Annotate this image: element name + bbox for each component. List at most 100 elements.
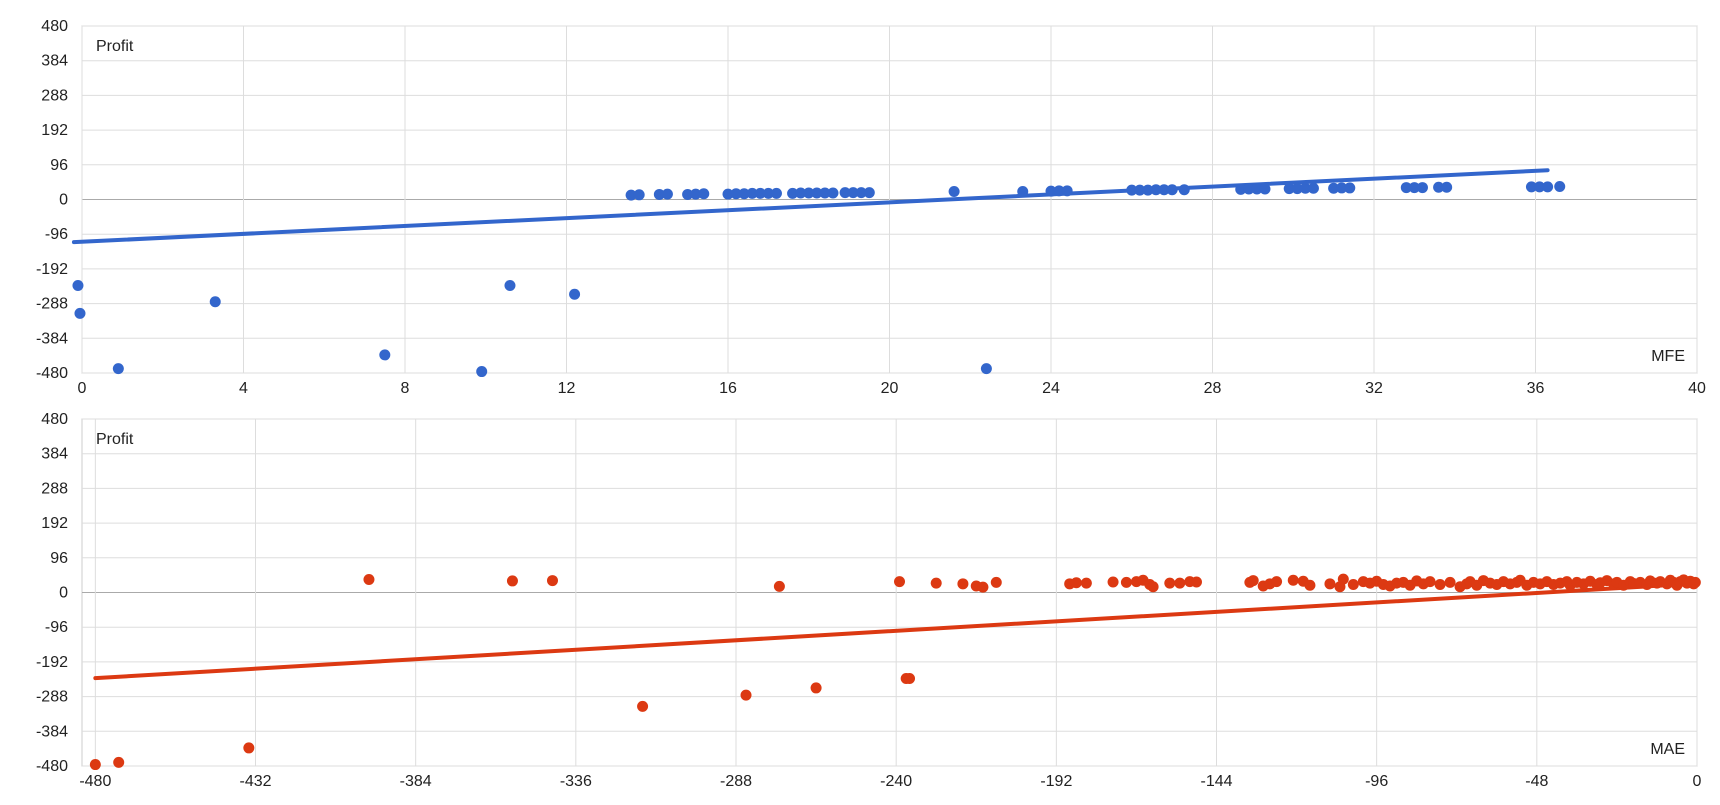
- mfe-data-point: [948, 186, 960, 198]
- mfe-data-point: [476, 366, 488, 378]
- mfe-data-point: [1542, 181, 1554, 193]
- mfe-x-tick-label: 20: [881, 380, 899, 397]
- mae-data-point: [1147, 581, 1159, 593]
- mae-data-point: [957, 578, 969, 590]
- mae-data-point: [977, 581, 989, 593]
- mfe-x-tick-label: 24: [1042, 380, 1060, 397]
- mfe-data-point: [1126, 184, 1138, 196]
- mfe-data-point: [1178, 184, 1190, 196]
- mfe-data-point: [72, 280, 84, 292]
- mfe-data-point: [1307, 182, 1319, 194]
- mfe-data-point: [1158, 184, 1170, 196]
- mfe-y-tick-label: 480: [41, 18, 68, 35]
- mfe-data-point: [1400, 182, 1412, 194]
- mae-data-point: [740, 689, 752, 701]
- mfe-y-axis-label: Profit: [96, 38, 134, 55]
- mae-x-tick-label: -144: [1200, 773, 1232, 790]
- mae-x-tick-label: -384: [400, 773, 432, 790]
- mae-y-axis-label: Profit: [96, 431, 134, 448]
- mfe-x-tick-label: 40: [1688, 380, 1706, 397]
- mfe-data-point: [690, 188, 702, 200]
- mfe-data-point: [1554, 180, 1566, 192]
- mae-x-tick-label: -288: [720, 773, 752, 790]
- mfe-y-tick-label: -384: [36, 330, 68, 347]
- mae-data-point: [1164, 577, 1176, 589]
- mae-data-point: [1190, 576, 1202, 588]
- mae-data-point: [1174, 577, 1186, 589]
- mae-data-point: [1287, 574, 1299, 586]
- mfe-data-point: [209, 296, 221, 308]
- mae-data-point: [930, 577, 942, 589]
- mae-data-point: [1271, 576, 1283, 588]
- mfe-data-point: [1441, 181, 1453, 193]
- mae-data-point: [243, 742, 255, 754]
- mae-data-point: [1107, 576, 1119, 588]
- mfe-data-point: [74, 307, 86, 319]
- mae-data-point: [773, 580, 785, 592]
- mfe-y-tick-label: 384: [41, 53, 68, 70]
- mae-y-tick-label: 192: [41, 515, 68, 532]
- mae-y-tick-label: -480: [36, 758, 68, 775]
- mae-data-point: [1347, 579, 1359, 591]
- mfe-x-tick-label: 28: [1204, 380, 1222, 397]
- mfe-data-point: [625, 189, 637, 201]
- mae-data-point: [89, 759, 101, 771]
- mae-data-point: [990, 576, 1002, 588]
- mfe-data-point: [1328, 182, 1340, 194]
- mae-data-point: [1424, 576, 1436, 588]
- mae-y-tick-label: 384: [41, 446, 68, 463]
- mfe-data-point: [980, 363, 992, 375]
- mfe-data-point: [819, 187, 831, 199]
- mfe-data-point: [1534, 181, 1546, 193]
- mfe-data-point: [787, 187, 799, 199]
- mfe-data-point: [770, 187, 782, 199]
- mae-x-tick-label: -48: [1525, 773, 1548, 790]
- mae-x-tick-label: -96: [1365, 773, 1388, 790]
- mfe-x-tick-label: 36: [1527, 380, 1545, 397]
- mfe-data-point: [803, 187, 815, 199]
- mae-data-point: [546, 575, 558, 587]
- mfe-data-point: [1283, 183, 1295, 195]
- mae-data-point: [113, 756, 125, 768]
- mae-data-point: [1337, 573, 1349, 585]
- mfe-data-point: [730, 188, 742, 200]
- mfe-y-tick-label: 96: [50, 157, 68, 174]
- mfe-y-tick-label: 192: [41, 122, 68, 139]
- mae-data-point: [637, 700, 649, 712]
- mfe-data-point: [1243, 183, 1255, 195]
- mfe-data-point: [698, 188, 710, 200]
- mfe-x-tick-label: 12: [558, 380, 576, 397]
- mae-x-tick-label: -336: [560, 773, 592, 790]
- mae-data-point: [1120, 576, 1132, 588]
- mfe-x-tick-label: 4: [239, 380, 248, 397]
- mae-data-point: [810, 682, 822, 694]
- mfe-data-point: [795, 187, 807, 199]
- mae-x-axis-label: MAE: [1650, 741, 1685, 758]
- mae-y-tick-label: 288: [41, 480, 68, 497]
- mae-data-point: [1324, 578, 1336, 590]
- mae-y-tick-label: -288: [36, 689, 68, 706]
- mfe-data-point: [1045, 185, 1057, 197]
- mae-data-point: [1304, 579, 1316, 591]
- mfe-x-tick-label: 0: [78, 380, 87, 397]
- mae-data-point: [363, 573, 375, 585]
- mae-data-point: [1434, 579, 1446, 591]
- mae-data-point: [1070, 577, 1082, 589]
- mfe-data-point: [827, 187, 839, 199]
- mfe-data-point: [1259, 183, 1271, 195]
- mae-data-point: [1247, 575, 1259, 587]
- mae-y-tick-label: -192: [36, 654, 68, 671]
- mfe-data-point: [1336, 182, 1348, 194]
- mfe-trendline: [71, 168, 1550, 245]
- mfe-data-point: [1061, 185, 1073, 197]
- mae-data-point: [506, 575, 518, 587]
- mfe-data-point: [1525, 181, 1537, 193]
- mae-y-tick-label: -384: [36, 723, 68, 740]
- mfe-y-tick-label: 0: [59, 192, 68, 209]
- mfe-x-tick-label: 16: [719, 380, 737, 397]
- mfe-data-point: [653, 188, 665, 200]
- mae-y-tick-label: 0: [59, 585, 68, 602]
- mfe-data-point: [1299, 182, 1311, 194]
- mfe-data-point: [847, 187, 859, 199]
